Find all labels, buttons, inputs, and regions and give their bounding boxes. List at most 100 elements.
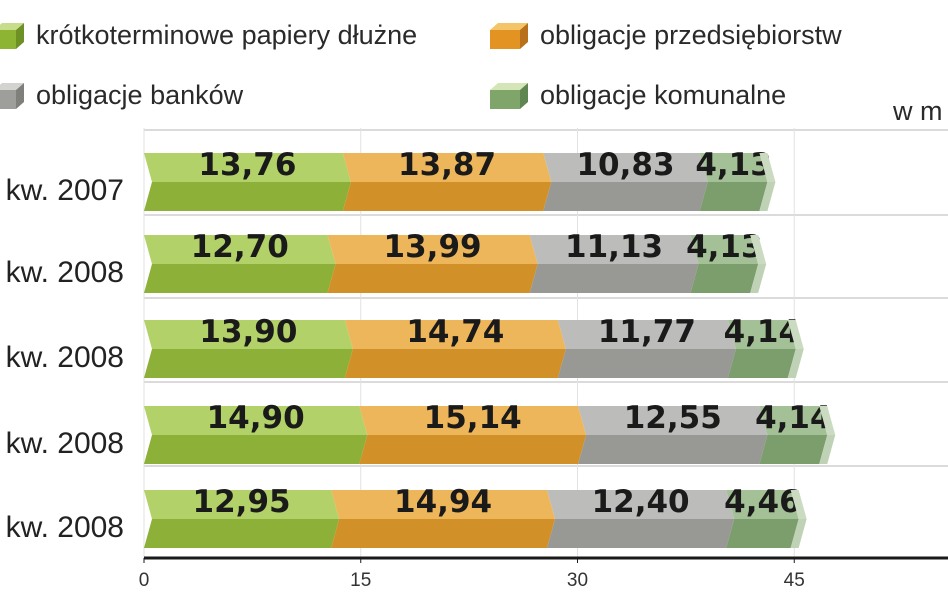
bar-segment-3-3 <box>759 406 828 464</box>
bar-bottom-face <box>344 349 566 378</box>
value-label-4-2: 12,40 <box>592 484 690 520</box>
bar-segment-4-3 <box>726 490 799 548</box>
value-label-0-2: 10,83 <box>576 147 674 183</box>
value-label-1-1: 13,99 <box>384 229 482 265</box>
bar-end-cap-top-3 <box>819 406 836 435</box>
bar-segment-0-3 <box>699 153 768 211</box>
x-tick-label-1: 15 <box>350 570 371 591</box>
value-label-3-1: 15,14 <box>424 400 522 436</box>
bar-segment-2-3 <box>727 320 796 378</box>
bar-bottom-face <box>578 435 768 464</box>
bar-segment-3-0 <box>144 406 368 464</box>
legend-label-krotkoterminowe: krótkoterminowe papiery dłużne <box>36 20 418 50</box>
bar-segment-2-0 <box>144 320 353 378</box>
bar-bottom-face <box>144 519 340 548</box>
value-label-4-1: 14,94 <box>394 484 492 520</box>
bar-bottom-face <box>144 435 368 464</box>
bar-bottom-face <box>359 435 587 464</box>
legend-swatch-przedsiebiorstw <box>490 22 528 49</box>
bar-segment-4-1 <box>331 490 556 548</box>
bar-top-face <box>727 320 796 349</box>
bar-bottom-face <box>759 435 828 464</box>
value-label-3-3: 4,14 <box>755 400 832 436</box>
bar-top-face <box>144 153 351 182</box>
bar-bottom-face <box>144 264 336 293</box>
x-axis: 0 15 30 45 <box>139 556 948 591</box>
bar-top-face <box>547 490 735 519</box>
category-label-4: kw. 2008 <box>6 511 124 544</box>
bar-end-cap-top-4 <box>790 490 807 519</box>
value-label-3-2: 12,55 <box>624 400 722 436</box>
bar-top-face <box>543 153 708 182</box>
bar-top-face <box>578 406 768 435</box>
bar-segment-3-2 <box>578 406 768 464</box>
legend-label-przedsiebiorstw: obligacje przedsiębiorstw <box>540 20 842 50</box>
bar-end-cap-top-1 <box>750 235 767 264</box>
bar-end-cap-top-2 <box>787 320 804 349</box>
bar-bottom-face <box>543 182 708 211</box>
bar-end-cap-bottom-1 <box>750 264 767 293</box>
bar-bottom-face <box>727 349 796 378</box>
bar-bottom-face <box>699 182 768 211</box>
bar-top-face <box>699 153 768 182</box>
bar-segment-4-2 <box>547 490 735 548</box>
legend-item-bankow: obligacje banków <box>0 80 243 111</box>
category-label-1: kw. 2008 <box>6 256 124 289</box>
bar-bottom-face <box>557 349 736 378</box>
bar-top-face <box>144 235 336 264</box>
bar-bottom-face <box>529 264 699 293</box>
bar-top-face <box>144 406 368 435</box>
value-label-1-0: 12,70 <box>191 229 289 265</box>
bar-end-cap-bottom-4 <box>790 519 807 548</box>
bar-segment-1-3 <box>690 235 759 293</box>
bar-top-face <box>331 490 556 519</box>
bar-bottom-face <box>327 264 538 293</box>
legend-label-komunalne: obligacje komunalne <box>540 80 787 110</box>
value-label-3-0: 14,90 <box>207 400 305 436</box>
value-label-0-1: 13,87 <box>398 147 496 183</box>
bar-top-face <box>726 490 799 519</box>
legend-swatch-komunalne <box>490 82 528 109</box>
bar-segment-1-2 <box>529 235 699 293</box>
bar-bottom-face <box>144 349 353 378</box>
bar-segment-0-2 <box>543 153 708 211</box>
bar-top-face <box>144 490 340 519</box>
value-label-0-3: 4,13 <box>695 147 772 183</box>
unit-label: w m <box>893 96 943 126</box>
x-tick-label-2: 30 <box>567 570 588 591</box>
legend-item-komunalne: obligacje komunalne <box>490 80 786 111</box>
legend-swatch-krotkoterminowe <box>0 22 24 49</box>
bar-top-face <box>144 320 353 349</box>
bars-group: 13,76 13,87 10,83 4,13 12,70 13,99 11,13 4,13 13… <box>144 147 836 548</box>
legend-swatch-bankow <box>0 82 24 109</box>
bar-segment-4-0 <box>144 490 340 548</box>
bar-top-face <box>690 235 759 264</box>
x-tick-label-3: 45 <box>784 570 805 591</box>
category-label-0: kw. 2007 <box>6 174 124 207</box>
bar-top-face <box>342 153 552 182</box>
bar-top-face <box>344 320 566 349</box>
bar-bottom-face <box>726 519 799 548</box>
bar-bottom-face <box>547 519 735 548</box>
bar-end-cap-bottom-0 <box>759 182 776 211</box>
value-label-4-0: 12,95 <box>193 484 291 520</box>
category-label-2: kw. 2008 <box>6 341 124 374</box>
bar-end-cap-bottom-3 <box>819 435 836 464</box>
bar-bottom-face <box>690 264 759 293</box>
bar-bottom-face <box>144 182 351 211</box>
bar-bottom-face <box>342 182 552 211</box>
x-tick-label-0: 0 <box>139 570 150 591</box>
legend-label-bankow: obligacje banków <box>36 80 244 110</box>
bar-segment-1-1 <box>327 235 538 293</box>
bar-segment-2-2 <box>557 320 736 378</box>
value-label-4-3: 4,46 <box>724 484 801 520</box>
value-label-2-1: 14,74 <box>406 314 504 350</box>
category-labels: kw. 2007 kw. 2008 kw. 2008 kw. 2008 kw. 2008 <box>6 174 124 544</box>
value-label-1-2: 11,13 <box>565 229 663 265</box>
legend-item-krotkoterminowe: krótkoterminowe papiery dłużne <box>0 20 417 51</box>
value-label-2-2: 11,77 <box>598 314 696 350</box>
bar-end-cap-top-0 <box>759 153 776 182</box>
bar-top-face <box>529 235 699 264</box>
bar-top-face <box>327 235 538 264</box>
